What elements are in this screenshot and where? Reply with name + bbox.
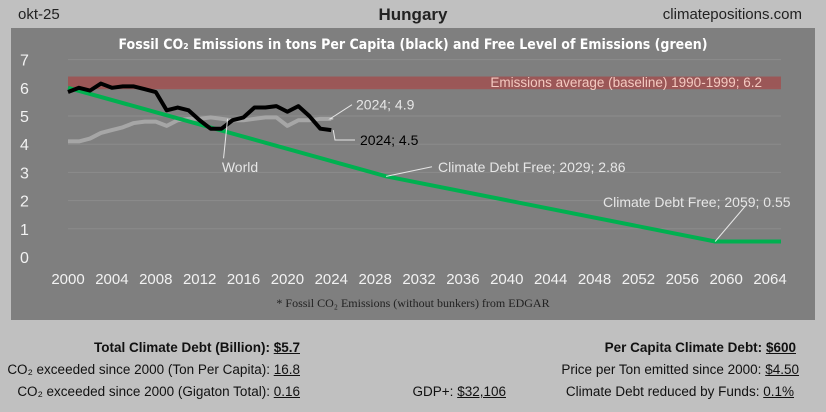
x-tick-label: 2048	[578, 271, 611, 288]
x-tick-label: 2000	[51, 271, 84, 288]
free-level-line	[67, 85, 781, 244]
x-tick-label: 2056	[666, 271, 699, 288]
chart-title: Fossil CO₂ Emissions in tons Per Capita …	[119, 37, 708, 53]
date-label: okt-25	[18, 6, 60, 23]
leader-line	[385, 166, 433, 177]
annotation-debt-free-2059: Climate Debt Free; 2059; 0.55	[603, 194, 791, 210]
x-tick-label: 2044	[534, 271, 567, 288]
total-debt-label: Total Climate Debt (Billion):	[93, 340, 270, 355]
baseline-band	[68, 76, 781, 90]
gdp-label: GDP+:	[412, 384, 454, 399]
x-tick-label: 2032	[402, 271, 435, 288]
per-capita-label: Per Capita Climate Debt:	[604, 340, 763, 355]
price-label: Price per Ton emitted since 2000:	[561, 362, 762, 377]
x-tick-label: 2028	[358, 271, 391, 288]
leader-line	[332, 130, 355, 141]
y-tick-label: 1	[20, 222, 29, 239]
baseline-label: Emissions average (baseline) 1990-1999; …	[490, 75, 762, 90]
gdp-value: $32,106	[457, 384, 506, 399]
total-debt-value: $5.7	[273, 340, 300, 355]
x-tick-label: 2040	[490, 271, 523, 288]
leader-line	[328, 104, 353, 120]
x-tick-label: 2016	[227, 271, 260, 288]
site-label: climatepositions.com	[662, 6, 802, 23]
x-tick-label: 2020	[271, 271, 304, 288]
annotation-hungary-2024: 2024; 4.5	[360, 132, 419, 148]
exceed-gt-label: CO₂ exceeded since 2000 (Gigaton Total):	[17, 384, 270, 399]
x-tick-label: 2036	[446, 271, 479, 288]
exceed-pc-value: 16.8	[273, 362, 300, 377]
funds-value: 0.1%	[763, 384, 794, 399]
annotation-world: World	[222, 159, 258, 175]
y-tick-label: 6	[20, 81, 29, 98]
leader-line	[223, 118, 229, 159]
footnote: * Fossil CO₂ Emissions (without bunkers)…	[276, 296, 549, 310]
x-tick-label: 2064	[753, 271, 786, 288]
x-tick-label: 2008	[139, 271, 172, 288]
y-tick-label: 3	[20, 165, 29, 182]
y-tick-label: 5	[20, 109, 29, 126]
x-tick-label: 2012	[183, 271, 216, 288]
exceed-gt-value: 0.16	[273, 384, 300, 399]
x-tick-label: 2052	[622, 271, 655, 288]
annotation-world-2024: 2024; 4.9	[356, 97, 415, 113]
funds-label: Climate Debt reduced by Funds:	[565, 384, 760, 399]
y-tick-label: 0	[20, 250, 29, 267]
y-tick-label: 4	[20, 137, 29, 154]
price-value: $4.50	[765, 362, 799, 377]
annotation-debt-free-2029: Climate Debt Free; 2029; 2.86	[438, 159, 626, 175]
leader-line	[714, 205, 746, 242]
per-capita-value: $600	[765, 340, 796, 355]
x-tick-label: 2004	[95, 271, 128, 288]
x-tick-label: 2060	[709, 271, 742, 288]
y-tick-label: 2	[20, 194, 29, 211]
y-tick-label: 7	[20, 53, 29, 70]
exceed-pc-label: CO₂ exceeded since 2000 (Ton Per Capita)…	[7, 362, 270, 377]
x-tick-label: 2024	[315, 271, 348, 288]
